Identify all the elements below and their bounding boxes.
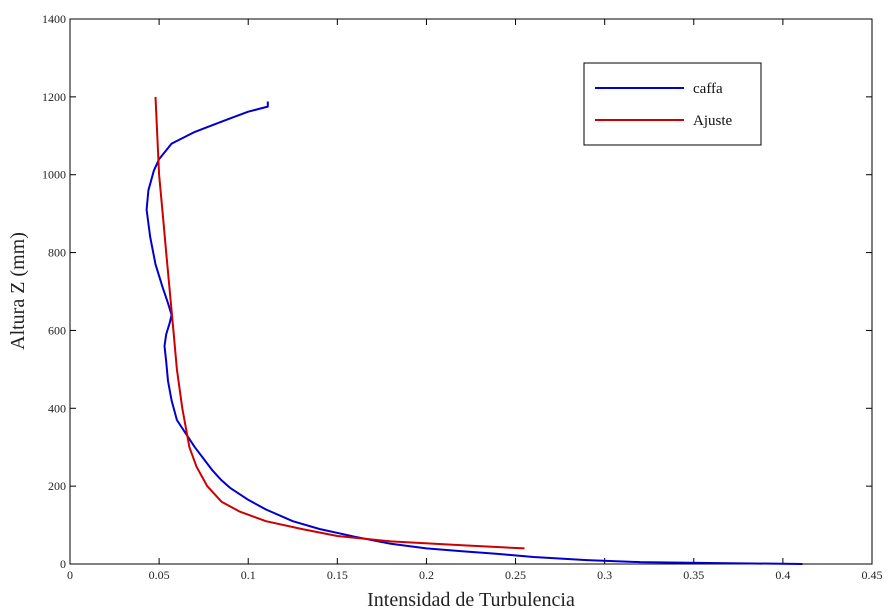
x-tick-label: 0.1 [241, 568, 256, 582]
y-tick-label: 0 [60, 557, 66, 571]
x-tick-label: 0.2 [419, 568, 434, 582]
x-tick-label: 0.35 [683, 568, 704, 582]
x-axis-title: Intensidad de Turbulencia [367, 589, 575, 611]
series-line-ajuste [154, 96, 525, 550]
x-tick-label: 0.45 [862, 568, 883, 582]
y-tick-label: 1200 [42, 90, 66, 104]
y-tick-label: 1400 [42, 12, 66, 26]
x-tick-label: 0.4 [775, 568, 790, 582]
x-tick-label: 0.25 [505, 568, 526, 582]
y-axis-title: Altura Z (mm) [7, 232, 29, 350]
y-tick-label: 600 [48, 323, 66, 337]
series-line-caffa [145, 101, 803, 565]
x-tick-label: 0 [67, 568, 73, 582]
legend: caffa Ajuste [583, 62, 762, 146]
x-tick-label: 0.15 [327, 568, 348, 582]
y-tick-label: 400 [48, 401, 66, 415]
axis-ticks: 0 0.05 0.1 0.15 0.2 0.25 0.3 0.35 0.4 0.45 0 200 400… [42, 12, 883, 582]
x-tick-label: 0.05 [149, 568, 170, 582]
legend-label-caffa: caffa [693, 81, 723, 97]
legend-label-ajuste: Ajuste [693, 113, 733, 129]
y-tick-label: 800 [48, 246, 66, 260]
y-tick-label: 200 [48, 479, 66, 493]
x-tick-label: 0.3 [597, 568, 612, 582]
y-tick-label: 1000 [42, 168, 66, 182]
legend-box [583, 62, 762, 146]
series-layer [145, 96, 803, 565]
